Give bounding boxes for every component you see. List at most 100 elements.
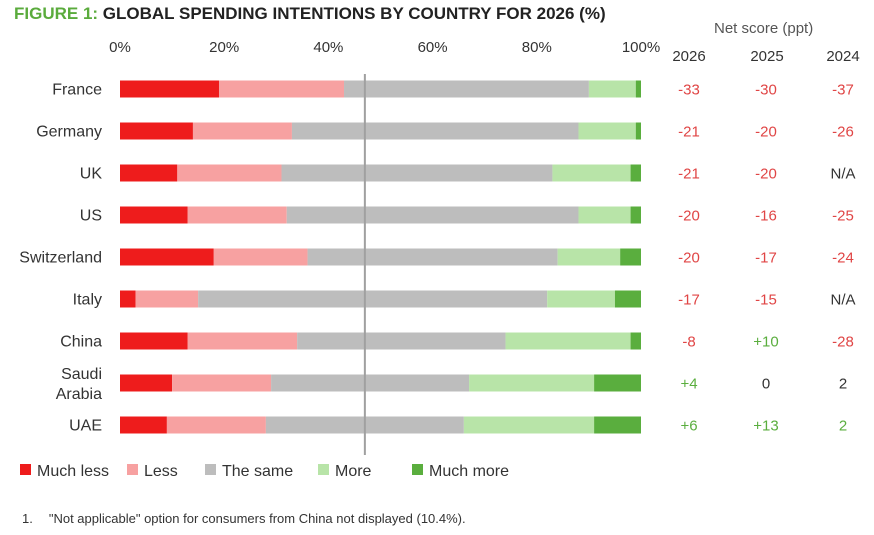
- footnote-text: "Not applicable" option for consumers fr…: [48, 511, 466, 526]
- bar-segment-the-same: [307, 248, 558, 266]
- net-score-2025: -20: [755, 166, 777, 183]
- net-score-2025: +10: [753, 334, 778, 351]
- net-score-2026: -17: [678, 292, 700, 309]
- bar-segment-the-same: [198, 290, 548, 308]
- net-score-2024: -26: [832, 124, 854, 141]
- category-label: France: [52, 82, 102, 99]
- legend-label: More: [335, 463, 372, 480]
- net-score-2025: 0: [762, 376, 770, 393]
- net-score-2024: -28: [832, 334, 854, 351]
- x-tick-label: 100%: [622, 39, 660, 56]
- legend-label: Much less: [37, 463, 110, 480]
- bar-segment-more: [578, 206, 631, 224]
- bar-segment-much-less: [120, 80, 219, 98]
- legend-item-less: Less: [127, 463, 178, 481]
- bar-segment-much-more: [630, 332, 641, 350]
- bar-segment-less: [177, 164, 282, 182]
- footnote: 1. "Not applicable" option for consumers …: [22, 511, 466, 526]
- bar-segment-less: [166, 416, 266, 434]
- bar-segment-much-more: [594, 374, 641, 392]
- bar-segment-more: [505, 332, 631, 350]
- bar-segment-more: [588, 80, 636, 98]
- net-score-2026: -8: [682, 334, 695, 351]
- bar-segment-more: [552, 164, 631, 182]
- bar-segment-less: [172, 374, 272, 392]
- x-tick-label: 40%: [313, 39, 343, 56]
- bar-segment-more: [469, 374, 595, 392]
- bar-segment-more: [547, 290, 615, 308]
- bar-segment-much-less: [120, 122, 193, 140]
- bar-segment-the-same: [286, 206, 579, 224]
- bar-segment-much-less: [120, 374, 173, 392]
- net-score-2024: -25: [832, 208, 854, 225]
- category-label: UK: [80, 166, 103, 183]
- title-text: GLOBAL SPENDING INTENTIONS BY COUNTRY FO…: [102, 4, 606, 23]
- col-header-2024: 2024: [826, 48, 860, 65]
- legend-label: The same: [222, 463, 294, 480]
- legend-item-more: More: [318, 463, 371, 481]
- net-score-2024: N/A: [830, 292, 855, 309]
- legend-swatch-much-more: [412, 464, 423, 475]
- bar-segment-less: [213, 248, 308, 266]
- bar-segment-much-more: [635, 122, 641, 140]
- net-score-2025: -30: [755, 82, 777, 99]
- bar-segment-the-same: [297, 332, 506, 350]
- bar-segment-the-same: [291, 122, 579, 140]
- bar-segment-less: [135, 290, 199, 308]
- col-header-2026: 2026: [672, 48, 706, 65]
- bar-segment-much-more: [594, 416, 641, 434]
- x-tick-label: 20%: [209, 39, 239, 56]
- bar-segment-much-more: [630, 206, 641, 224]
- category-label: Saudi Arabia: [56, 366, 102, 403]
- bar-segment-less: [187, 206, 287, 224]
- bar-segment-much-more: [620, 248, 641, 266]
- bar-segment-much-more: [630, 164, 641, 182]
- chart-title: FIGURE 1: GLOBAL SPENDING INTENTIONS BY …: [14, 4, 606, 24]
- legend-label: Less: [144, 463, 178, 480]
- net-score-2024: N/A: [830, 166, 855, 183]
- category-label: China: [60, 334, 102, 351]
- legend-swatch-more: [318, 464, 329, 475]
- bar-segment-much-less: [120, 206, 188, 224]
- legend-swatch-much-less: [20, 464, 31, 475]
- net-score-2025: -16: [755, 208, 777, 225]
- bar-segment-more: [557, 248, 621, 266]
- legend-label: Much more: [429, 463, 510, 480]
- legend-item-much-less: Much less: [20, 463, 109, 481]
- bar-segment-much-more: [614, 290, 641, 308]
- bar-segment-more: [578, 122, 636, 140]
- bar-segment-the-same: [344, 80, 589, 98]
- bar-segment-much-more: [635, 80, 641, 98]
- net-score-2026: +6: [680, 418, 697, 435]
- category-label: US: [80, 208, 102, 225]
- net-score-2026: +4: [680, 376, 697, 393]
- bar-segment-less: [187, 332, 298, 350]
- net-score-2025: -15: [755, 292, 777, 309]
- x-tick-label: 60%: [418, 39, 448, 56]
- footnote-number: 1.: [22, 511, 33, 526]
- net-score-2025: -17: [755, 250, 777, 267]
- net-score-2025: +13: [753, 418, 778, 435]
- bar-segment-more: [463, 416, 595, 434]
- bar-segment-the-same: [271, 374, 470, 392]
- legend-item-same: The same: [205, 463, 293, 481]
- net-score-2026: -33: [678, 82, 700, 99]
- net-score-label: Net score (ppt): [714, 20, 814, 37]
- category-label: Germany: [36, 124, 102, 141]
- bar-segment-much-less: [120, 164, 178, 182]
- bar-segment-much-less: [120, 416, 167, 434]
- net-score-2026: -20: [678, 208, 700, 225]
- bar-segment-less: [218, 80, 345, 98]
- net-score-2024: -37: [832, 82, 854, 99]
- bar-segment-much-less: [120, 290, 136, 308]
- category-label: UAE: [69, 418, 102, 435]
- x-tick-label: 80%: [522, 39, 552, 56]
- bar-segment-less: [192, 122, 292, 140]
- net-score-2026: -21: [678, 124, 700, 141]
- net-score-2026: -21: [678, 166, 700, 183]
- bar-segment-much-less: [120, 332, 188, 350]
- x-tick-label: 0%: [109, 39, 131, 56]
- col-header-2025: 2025: [750, 48, 784, 65]
- legend-item-much-more: Much more: [412, 463, 509, 481]
